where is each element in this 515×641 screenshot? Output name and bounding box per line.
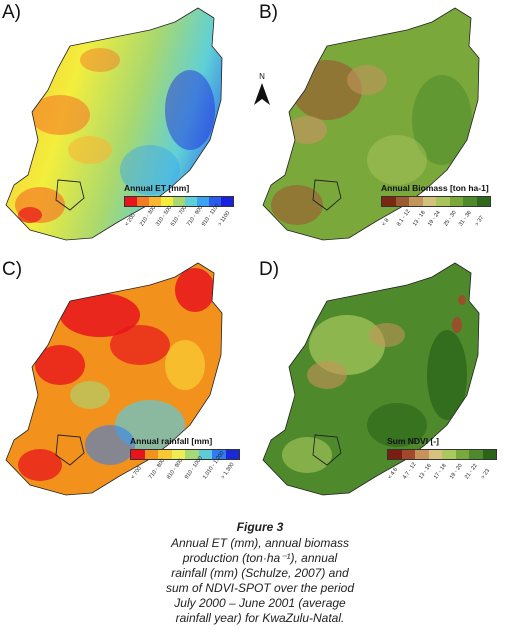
legend-swatch xyxy=(185,450,199,459)
biomass-legend: Annual Biomass [ton ha-1] < 8 8.1 - 12 13 … xyxy=(381,183,491,246)
legend-swatch xyxy=(137,197,149,206)
panel-letter: C) xyxy=(2,259,23,280)
legend-swatch xyxy=(171,450,185,459)
legend-title: Sum NDVI [-] xyxy=(387,436,439,446)
legend-title: Annual ET [mm] xyxy=(124,183,190,193)
panel-c: C) Annual rainfall [mm] < 700 710 - 800 81… xyxy=(0,255,257,510)
legend-swatch xyxy=(198,450,212,459)
legend-title: Annual rainfall [mm] xyxy=(130,436,213,446)
legend-swatch xyxy=(144,450,158,459)
legend-swatch xyxy=(212,450,226,459)
north-label: N xyxy=(259,72,265,81)
panel-d: D) Sum NDVI [-] < 4.6 4.7 - 12 13 - 16 17 -… xyxy=(257,255,514,510)
ndvi-map xyxy=(262,262,480,496)
et-legend: Annual ET [mm] < 200 210 - 300 310 - 500 51… xyxy=(124,183,234,246)
caption-line: July 2000 – June 2001 (average xyxy=(174,596,346,610)
figure-caption: Figure 3 Annual ET (mm), annual biomass … xyxy=(130,520,390,626)
legend-swatch xyxy=(173,197,185,206)
rainfall-legend: Annual rainfall [mm] < 700 710 - 800 810 -… xyxy=(130,436,240,499)
caption-line: sum of NDVI-SPOT over the period xyxy=(165,581,355,595)
legend-color-bar xyxy=(387,449,497,460)
legend-swatch xyxy=(442,450,456,459)
caption-line: rainfall year) for KwaZulu-Natal. xyxy=(175,611,345,625)
legend-swatch xyxy=(449,197,463,206)
legend-swatch xyxy=(428,450,442,459)
panel-b: B) N Annual Biomass [ton ha-1] < 8 8.1 - … xyxy=(254,0,514,255)
legend-swatch xyxy=(149,197,161,206)
legend-swatch xyxy=(409,197,423,206)
panel-letter: D) xyxy=(259,259,280,280)
caption-line: production (ton·ha⁻¹), annual xyxy=(182,551,338,565)
panel-a: A) Annual ET [mm] < 200 210 - 300 310 - 50… xyxy=(0,0,257,255)
legend-swatch xyxy=(395,197,409,206)
legend-swatch xyxy=(482,450,496,459)
legend-swatch xyxy=(221,197,233,206)
legend-labels: < 200 210 - 300 310 - 500 510 - 700 710 - 90… xyxy=(124,203,234,246)
legend-swatch xyxy=(197,197,209,206)
north-arrow: N xyxy=(252,72,272,112)
panel-letter: A) xyxy=(2,2,21,23)
legend-swatch xyxy=(209,197,221,206)
caption-line: Annual ET (mm), annual biomass xyxy=(170,536,350,550)
legend-swatch xyxy=(125,197,137,206)
figure-number: Figure 3 xyxy=(236,520,284,534)
legend-swatch xyxy=(185,197,197,206)
north-arrow-icon xyxy=(254,83,270,105)
legend-swatch xyxy=(388,450,402,459)
legend-labels: < 4.6 4.7 - 12 13 - 16 17 - 18 19 - 20 21 - 2… xyxy=(387,461,497,499)
legend-swatch xyxy=(382,197,396,206)
legend-labels: < 700 710 - 800 810 - 900 910 - 1000 1,010 -… xyxy=(130,450,240,499)
ndvi-legend: Sum NDVI [-] < 4.6 4.7 - 12 13 - 16 17 - 18… xyxy=(387,436,497,499)
legend-swatch xyxy=(422,197,436,206)
legend-swatch xyxy=(455,450,469,459)
legend-color-bar xyxy=(381,196,491,207)
caption-line: rainfall (mm) (Schulze, 2007) and xyxy=(171,566,349,580)
legend-swatch xyxy=(476,197,490,206)
legend-swatch xyxy=(225,450,239,459)
legend-swatch xyxy=(415,450,429,459)
panel-letter: B) xyxy=(259,2,278,23)
legend-swatch xyxy=(161,197,173,206)
et-map xyxy=(5,7,223,241)
legend-swatch xyxy=(436,197,450,206)
legend-swatch xyxy=(469,450,483,459)
legend-swatch xyxy=(401,450,415,459)
legend-swatch xyxy=(131,450,145,459)
legend-color-bar xyxy=(124,196,234,207)
legend-labels: < 8 8.1 - 12 13 - 18 19 - 24 25 - 30 31 - 36 >… xyxy=(381,208,491,246)
legend-color-bar xyxy=(130,449,240,460)
legend-swatch xyxy=(158,450,172,459)
legend-swatch xyxy=(463,197,477,206)
legend-title: Annual Biomass [ton ha-1] xyxy=(381,183,489,193)
